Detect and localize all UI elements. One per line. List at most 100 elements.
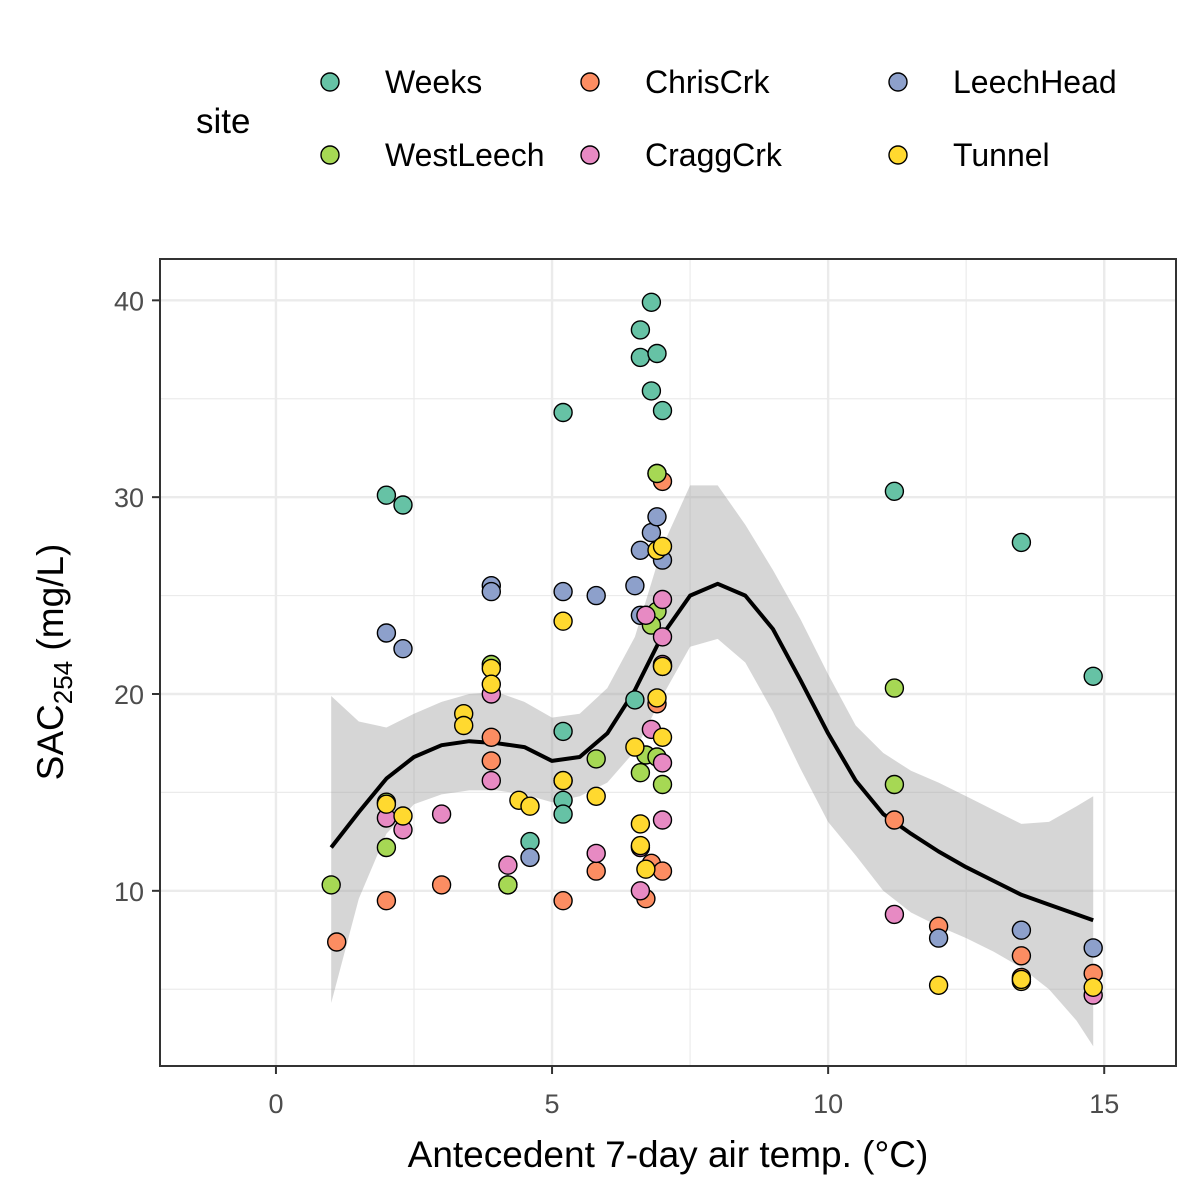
legend-label-westleech: WestLeech — [385, 137, 545, 173]
data-point-tunnel — [553, 611, 573, 631]
data-point-chriscrk — [553, 891, 573, 911]
legend-key-tunnel — [888, 145, 908, 165]
data-point-craggcrk — [630, 881, 651, 901]
data-point-weeks — [553, 721, 573, 742]
data-point-craggcrk — [884, 904, 905, 925]
data-point-leechhead — [647, 507, 667, 527]
data-point-weeks — [1011, 532, 1032, 553]
data-point-tunnel — [586, 786, 606, 806]
legend-key-westleech — [320, 145, 340, 165]
panel-border — [159, 258, 1177, 1067]
data-point-leechhead — [393, 639, 413, 659]
data-point-leechhead — [928, 928, 949, 948]
x-tick-label: 10 — [813, 1089, 843, 1119]
data-point-tunnel — [1083, 977, 1103, 997]
data-point-tunnel — [928, 975, 949, 995]
data-point-craggcrk — [498, 855, 518, 875]
y-axis-ticks: 10 20 30 40 — [114, 286, 160, 907]
data-point-weeks — [641, 381, 662, 401]
legend-title: site — [196, 102, 250, 141]
legend-item-chriscrk: ChrisCrk — [580, 64, 770, 100]
y-tick-label: 10 — [114, 877, 144, 907]
legend-key-craggcrk — [580, 145, 600, 165]
data-point-tunnel — [630, 835, 651, 856]
data-point-westleech — [652, 774, 673, 795]
data-point-craggcrk — [652, 627, 673, 647]
legend-label-weeks: Weeks — [385, 64, 482, 100]
data-point-westleech — [586, 749, 606, 769]
x-tick-label: 15 — [1089, 1089, 1119, 1119]
data-point-leechhead — [1083, 938, 1103, 958]
data-point-tunnel — [553, 770, 573, 791]
data-point-craggcrk — [652, 810, 673, 830]
legend-label-craggcrk: CraggCrk — [645, 137, 783, 173]
data-point-craggcrk — [652, 753, 673, 773]
data-point-chriscrk — [652, 861, 673, 881]
legend: site Weeks ChrisCrk LeechHead WestLeech Crag… — [196, 64, 1117, 173]
data-point-westleech — [498, 875, 518, 895]
data-point-westleech — [630, 763, 651, 783]
legend-key-chriscrk — [580, 72, 600, 92]
data-point-chriscrk — [1011, 946, 1032, 966]
legend-label-leechhead: LeechHead — [953, 64, 1117, 100]
data-point-weeks — [630, 320, 651, 340]
data-point-leechhead — [376, 623, 397, 643]
legend-key-leechhead — [888, 72, 908, 92]
legend-item-leechhead: LeechHead — [888, 64, 1117, 100]
data-point-tunnel — [636, 859, 656, 879]
data-point-tunnel — [481, 674, 501, 694]
data-point-craggcrk — [431, 804, 452, 824]
smooth-curve — [329, 581, 1094, 923]
data-point-chriscrk — [481, 751, 501, 771]
data-point-weeks — [553, 402, 573, 423]
y-axis-title-subscript: 254 — [48, 661, 78, 704]
x-axis-title: Antecedent 7-day air temp. (°C) — [408, 1134, 929, 1175]
data-point-weeks — [393, 495, 413, 515]
data-point-craggcrk — [636, 605, 656, 625]
y-tick-label: 20 — [114, 680, 144, 710]
data-point-tunnel — [630, 814, 651, 834]
y-axis-title: SAC254 (mg/L) — [30, 544, 78, 781]
data-point-leechhead — [586, 585, 606, 606]
smooth-curve-layer — [329, 581, 1094, 923]
data-point-tunnel — [652, 536, 673, 557]
legend-label-chriscrk: ChrisCrk — [645, 64, 770, 100]
data-point-westleech — [647, 463, 667, 484]
data-point-leechhead — [553, 581, 573, 602]
legend-item-weeks: Weeks — [320, 64, 482, 100]
data-point-weeks — [625, 690, 645, 710]
data-point-craggcrk — [481, 770, 501, 791]
legend-item-westleech: WestLeech — [320, 137, 545, 173]
data-point-weeks — [884, 481, 905, 501]
legend-label-tunnel: Tunnel — [953, 137, 1050, 173]
plot-panel — [159, 258, 1177, 1067]
data-point-leechhead — [630, 540, 651, 560]
data-point-leechhead — [1011, 920, 1032, 940]
data-point-craggcrk — [652, 589, 673, 610]
data-point-leechhead — [481, 581, 501, 602]
x-tick-label: 5 — [545, 1089, 560, 1119]
data-point-tunnel — [454, 715, 474, 736]
data-point-tunnel — [652, 656, 673, 677]
data-point-leechhead — [520, 847, 540, 868]
data-point-weeks — [652, 400, 673, 421]
data-point-leechhead — [625, 576, 645, 596]
data-point-tunnel — [625, 737, 645, 757]
data-point-tunnel — [393, 806, 413, 826]
y-axis-title-suffix: (mg/L) — [30, 544, 71, 661]
data-point-chriscrk — [327, 932, 347, 952]
x-tick-label: 0 — [268, 1089, 283, 1119]
data-point-tunnel — [652, 727, 673, 747]
data-point-weeks — [641, 292, 662, 312]
data-point-craggcrk — [586, 843, 606, 864]
data-point-tunnel — [1011, 969, 1032, 990]
legend-key-weeks — [320, 72, 340, 92]
data-point-chriscrk — [431, 875, 452, 895]
data-point-weeks — [647, 343, 667, 364]
data-point-weeks — [1083, 666, 1103, 686]
data-point-tunnel — [647, 688, 667, 708]
data-point-chriscrk — [586, 861, 606, 881]
data-point-tunnel — [376, 794, 397, 814]
data-point-westleech — [884, 774, 905, 795]
